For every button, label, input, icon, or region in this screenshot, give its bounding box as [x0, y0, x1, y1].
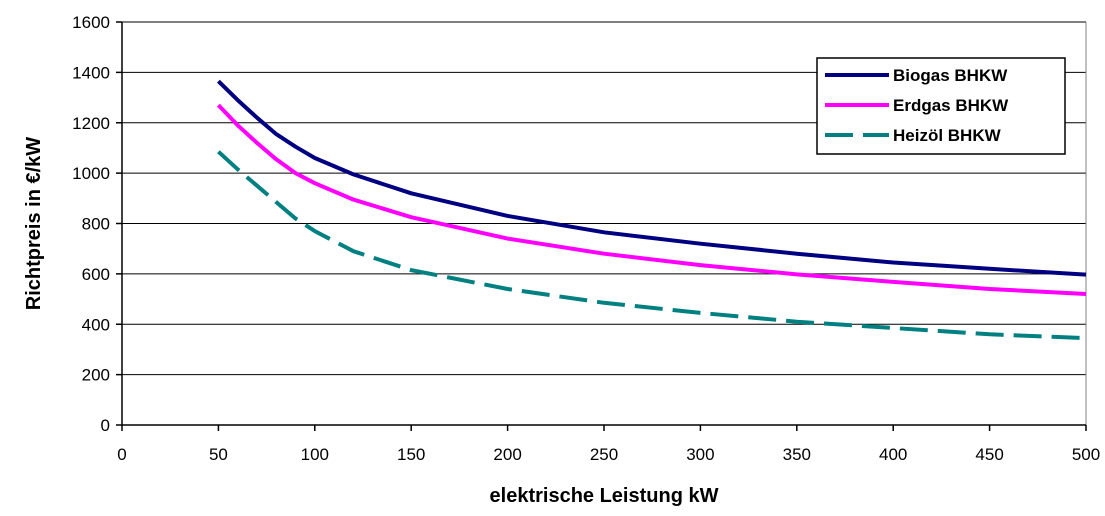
x-tick-label: 450	[975, 445, 1003, 464]
y-tick-label: 200	[82, 366, 110, 385]
y-tick-label: 1200	[72, 114, 110, 133]
y-tick-label: 1400	[72, 63, 110, 82]
x-tick-label: 150	[397, 445, 425, 464]
series-line-2	[217, 150, 1087, 341]
x-tick-label: 0	[117, 445, 126, 464]
x-tick-label: 200	[493, 445, 521, 464]
x-tick-label: 350	[783, 445, 811, 464]
x-tick-label: 100	[301, 445, 329, 464]
y-tick-label: 0	[101, 416, 110, 435]
y-tick-labels: 0 200 400 600 800 1000 1200 1400 1600	[72, 13, 110, 435]
y-tick-label: 1000	[72, 164, 110, 183]
x-tick-label: 250	[590, 445, 618, 464]
y-tick-label: 800	[82, 215, 110, 234]
series-line-0	[217, 79, 1087, 277]
series-lines	[216, 79, 1087, 341]
y-tick-label: 400	[82, 315, 110, 334]
x-axis-title: elektrische Leistung kW	[490, 485, 719, 507]
legend-label-2: Heizöl BHKW	[893, 126, 1002, 145]
series-line-1	[216, 103, 1087, 296]
x-tick-label: 50	[209, 445, 228, 464]
axes	[116, 21, 1087, 431]
y-axis-title: Richtpreis in €/kW	[23, 137, 45, 310]
gridlines	[122, 21, 1086, 376]
x-tick-label: 400	[879, 445, 907, 464]
y-tick-label: 600	[82, 265, 110, 284]
legend: Biogas BHKW Erdgas BHKW Heizöl BHKW	[816, 57, 1066, 155]
y-tick-label: 1600	[72, 13, 110, 32]
x-tick-label: 500	[1072, 445, 1100, 464]
x-tick-label: 300	[686, 445, 714, 464]
legend-label-1: Erdgas BHKW	[893, 96, 1009, 115]
legend-label-0: Biogas BHKW	[893, 66, 1008, 85]
x-tick-labels: 0 50 100 150 200 250 300 350 400 450 500	[117, 445, 1100, 464]
